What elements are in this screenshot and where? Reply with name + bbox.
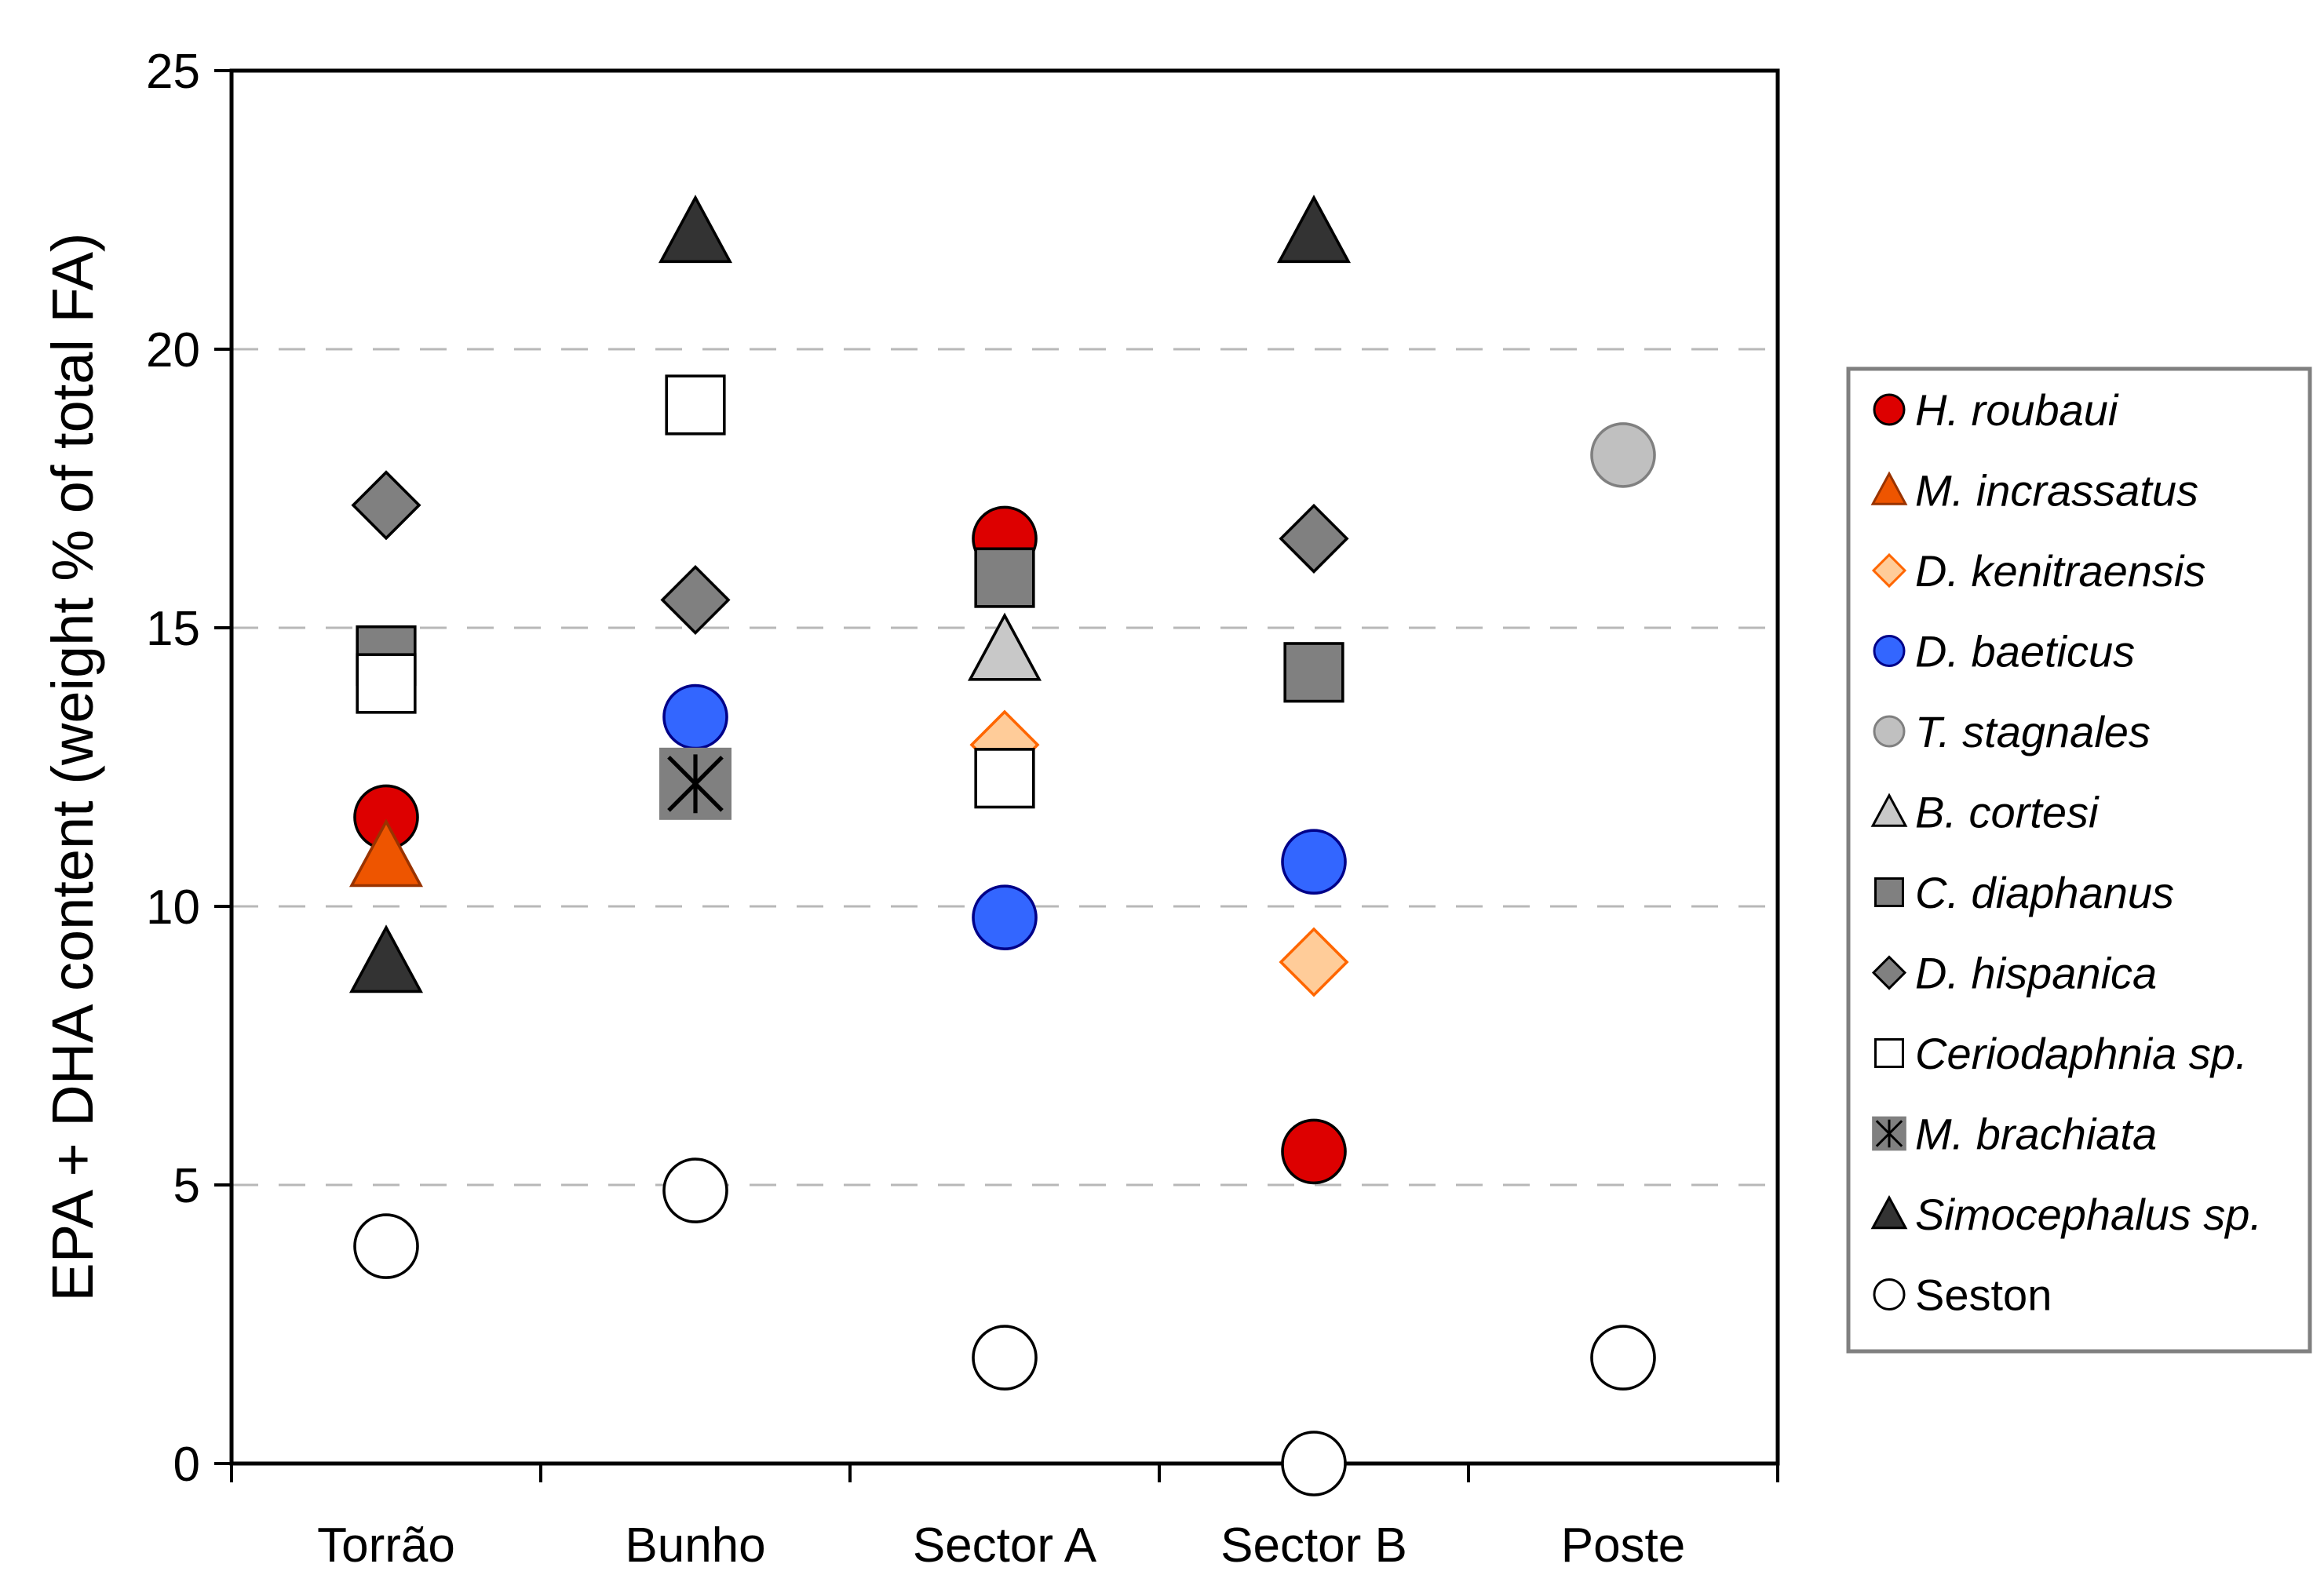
- legend-marker: [1870, 1194, 1908, 1230]
- data-point: [662, 1157, 728, 1223]
- legend-label: D. hispanica: [1915, 949, 2157, 998]
- data-point: [1281, 1431, 1347, 1496]
- data-point: [353, 1213, 419, 1279]
- legend-marker: [1874, 1038, 1904, 1068]
- legend-marker: [1873, 635, 1906, 667]
- legend-label: D. kenitraensis: [1915, 546, 2205, 596]
- legend-label: B. cortesi: [1915, 788, 2100, 837]
- data-point: [972, 1325, 1038, 1391]
- legend-marker: [1873, 1278, 1906, 1310]
- y-tick-label: 10: [146, 880, 200, 935]
- legend-marker: [1871, 552, 1907, 589]
- x-axis: Torrão Bunho Sector A Sector B Poste: [230, 1464, 1779, 1573]
- data-point: [1590, 1325, 1656, 1391]
- legend-box: [1846, 366, 2312, 1354]
- legend-marker: [1873, 393, 1906, 426]
- x-tick-label: Torrão: [317, 1518, 455, 1573]
- data-point: [967, 612, 1042, 681]
- legend-label: C. diaphanus: [1915, 868, 2174, 917]
- legend-marker: [1874, 877, 1904, 907]
- data-point: [1283, 642, 1344, 703]
- y-tick-label: 5: [173, 1159, 200, 1213]
- y-axis: 0 5 10 15 20 25: [146, 45, 232, 1492]
- data-point: [1279, 927, 1349, 997]
- data-point: [348, 818, 424, 888]
- data-point: [1590, 422, 1656, 488]
- data-point: [1279, 503, 1349, 574]
- data-points: [348, 195, 1656, 1496]
- data-point: [348, 924, 424, 993]
- x-tick-label: Poste: [1561, 1518, 1686, 1573]
- data-point: [1276, 195, 1352, 264]
- data-point: [659, 747, 731, 820]
- legend-marker: [1870, 793, 1908, 827]
- x-tick-label: Sector B: [1220, 1518, 1407, 1573]
- legend-label: M. incrassatus: [1915, 466, 2198, 516]
- legend-label: Seston: [1915, 1270, 2052, 1320]
- data-point: [974, 547, 1035, 608]
- y-tick-label: 20: [146, 323, 200, 377]
- data-point: [972, 884, 1038, 950]
- y-tick-label: 25: [146, 45, 200, 99]
- data-point: [1281, 1118, 1347, 1185]
- data-point: [658, 195, 733, 264]
- data-point: [662, 683, 728, 750]
- legend: H. roubaui M. incrassatus D. kenitraensis D…: [1846, 366, 2312, 1354]
- y-tick-label: 0: [173, 1438, 200, 1492]
- y-tick-label: 15: [146, 602, 200, 656]
- data-point: [1281, 829, 1347, 895]
- plot-frame: [229, 68, 1780, 1466]
- data-point: [660, 564, 731, 636]
- legend-marker: [1872, 1116, 1906, 1151]
- legend-label: H. roubaui: [1915, 385, 2119, 435]
- x-tick-label: Sector A: [913, 1518, 1097, 1573]
- data-point: [665, 374, 726, 436]
- data-point: [351, 470, 421, 541]
- legend-label: M. brachiata: [1915, 1110, 2157, 1159]
- legend-marker: [1870, 471, 1908, 505]
- legend-label: T. stagnales: [1915, 707, 2151, 756]
- data-point: [974, 748, 1035, 809]
- legend-marker: [1873, 715, 1906, 748]
- x-tick-label: Bunho: [625, 1518, 765, 1573]
- y-axis-title: EPA + DHA content (weight % of total FA): [40, 232, 105, 1301]
- legend-label: D. baeticus: [1915, 627, 2135, 676]
- legend-label: Simocephalus sp.: [1915, 1190, 2262, 1239]
- legend-marker: [1871, 955, 1907, 990]
- data-point: [356, 653, 417, 714]
- legend-label: Ceriodaphnia sp.: [1915, 1029, 2247, 1078]
